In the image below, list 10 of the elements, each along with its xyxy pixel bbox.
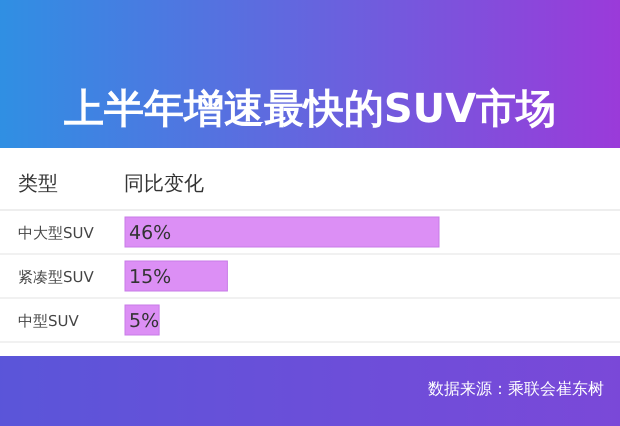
- y-tick-label: 紧凑型SUV: [18, 268, 94, 286]
- data-label: 5%: [129, 310, 160, 332]
- y-axis-title: 类型: [18, 171, 58, 195]
- y-tick-label: 中型SUV: [18, 312, 80, 330]
- y-tick-label: 中大型SUV: [18, 224, 94, 242]
- data-label: 46%: [129, 222, 172, 244]
- source-note: 数据来源：乘联会崔东树: [428, 379, 604, 398]
- chart-title: 上半年增速最快的SUV市场: [64, 86, 556, 132]
- data-label: 15%: [129, 266, 172, 288]
- x-axis-title: 同比变化: [124, 171, 204, 195]
